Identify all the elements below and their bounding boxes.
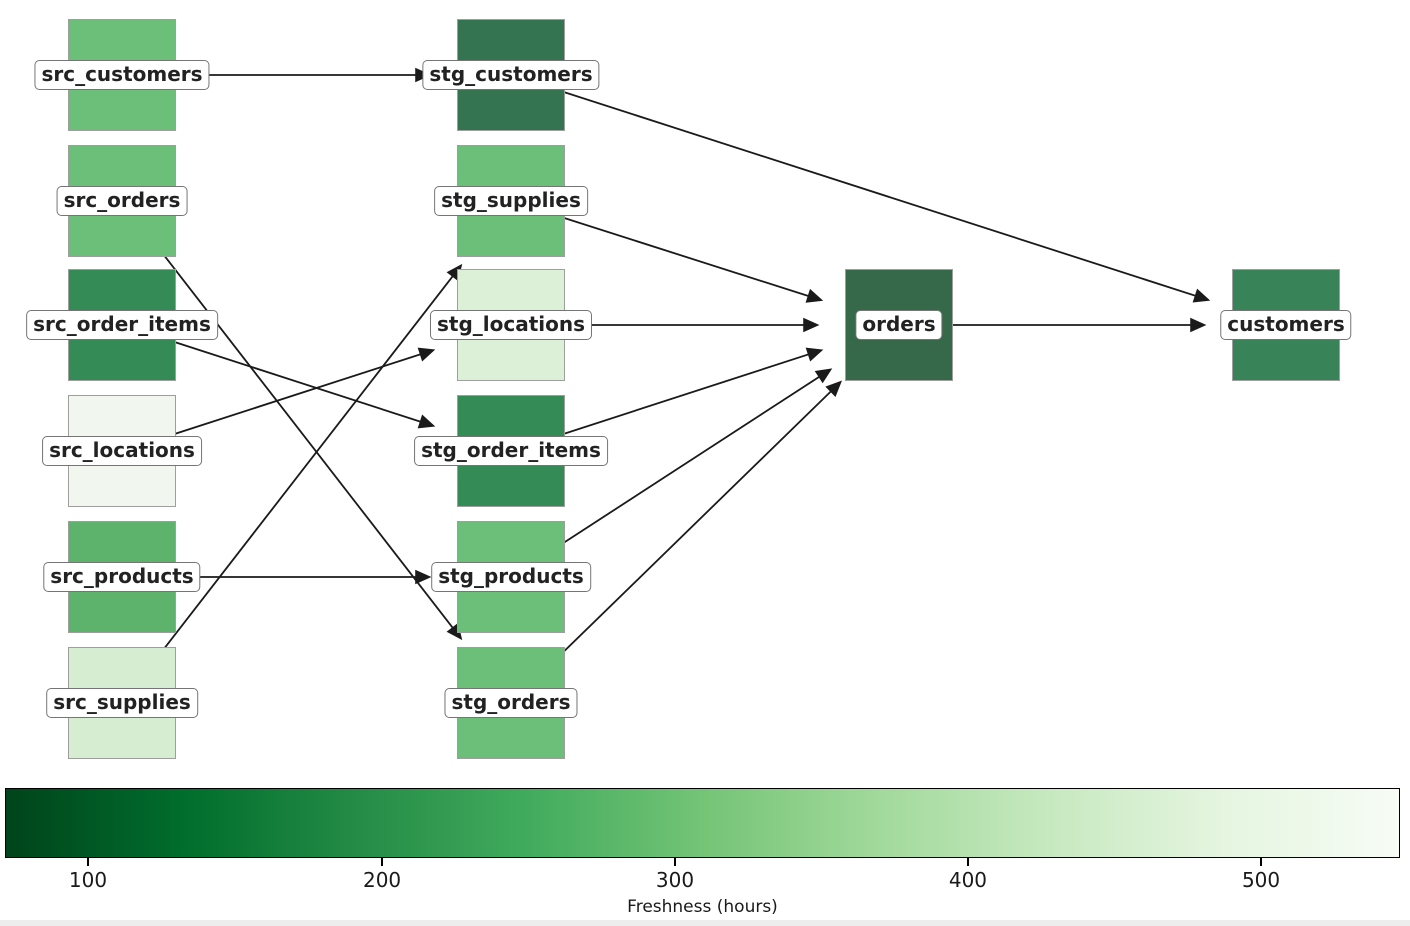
colorbar-ticks: 100 200 300 400 500 — [5, 858, 1400, 908]
colorbar-tick — [87, 858, 89, 866]
node-label-src_locations: src_locations — [42, 436, 202, 466]
node-label-src_customers: src_customers — [34, 60, 210, 90]
node-label-src_order_items: src_order_items — [26, 310, 218, 340]
node-label-customers: customers — [1220, 310, 1352, 340]
colorbar-tick-label: 200 — [362, 868, 402, 892]
node-label-stg_order_items: stg_order_items — [414, 436, 608, 466]
node-label-stg_products: stg_products — [431, 562, 591, 592]
colorbar-tick — [966, 858, 969, 866]
colorbar-tick — [674, 858, 677, 866]
node-label-stg_orders: stg_orders — [444, 688, 578, 718]
colorbar-tick — [381, 858, 384, 866]
node-label-src_orders: src_orders — [56, 186, 188, 216]
colorbar-tick-label: 500 — [1241, 868, 1281, 892]
node-label-orders: orders — [855, 310, 943, 340]
node-label-stg_supplies: stg_supplies — [434, 186, 588, 216]
colorbar-tick-label: 100 — [68, 868, 108, 892]
colorbar-tick-label: 300 — [655, 868, 695, 892]
edge-src_supplies-to-stg_supplies — [121, 263, 463, 704]
node-label-stg_customers: stg_customers — [422, 60, 600, 90]
colorbar-tick-label: 400 — [948, 868, 988, 892]
colorbar-axis-label: Freshness (hours) — [627, 897, 778, 917]
edge-stg_customers-to-customers — [510, 74, 1211, 303]
node-label-stg_locations: stg_locations — [429, 310, 593, 340]
colorbar-gradient — [5, 788, 1400, 858]
edge-stg_orders-to-orders — [510, 380, 843, 704]
edge-src_orders-to-stg_orders — [121, 200, 463, 641]
node-label-src_products: src_products — [43, 562, 201, 592]
node-label-src_supplies: src_supplies — [46, 688, 198, 718]
figure-bottom-edge — [0, 920, 1410, 926]
colorbar-tick — [1260, 858, 1263, 866]
